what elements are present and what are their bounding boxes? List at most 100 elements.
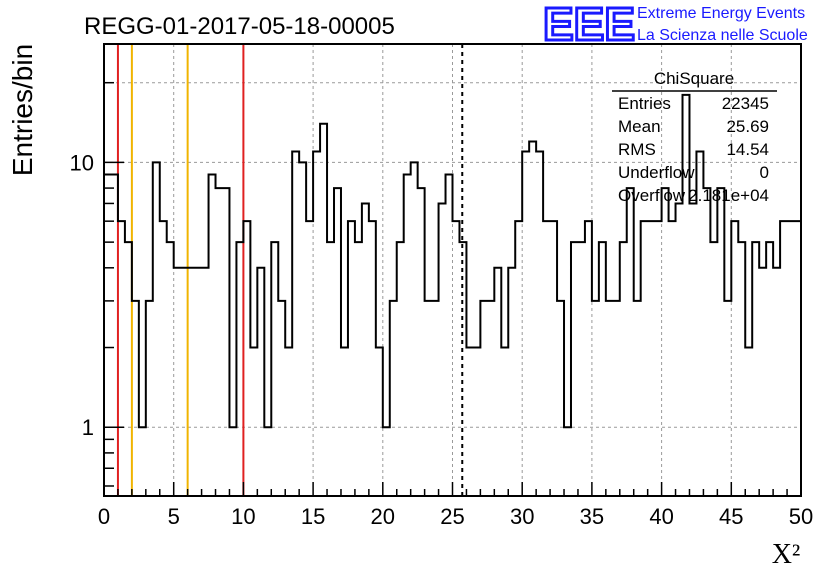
histogram-bin [669,220,676,222]
histogram-bin [327,241,334,243]
histogram-bin [648,220,655,222]
histogram-bin [613,300,620,302]
x-tick-label: 50 [789,504,813,529]
logo-mark: EEE [543,0,635,50]
histogram-bin [153,161,160,163]
histogram-bin [341,347,348,349]
stats-value: 0 [760,163,769,182]
x-tick-label: 15 [301,504,325,529]
histogram-bin [752,241,759,243]
histogram-bin [376,347,383,349]
x-tick-label: 25 [440,504,464,529]
histogram-bin [271,241,278,243]
stats-label: Overflow [618,186,686,205]
stats-value: 25.69 [726,117,769,136]
stats-label: Underflow [618,163,695,182]
histogram-bin [320,123,327,125]
histogram-bin [132,300,139,302]
histogram-bin [641,220,648,222]
histogram-bin [724,300,731,302]
histogram-bin [334,187,341,189]
histogram-bin [306,220,313,222]
histogram-bin [494,267,501,269]
x-tick-label: 45 [719,504,743,529]
histogram-bin [620,241,627,243]
histogram-bin [446,174,453,176]
axis-ticks: 0 5 10 15 20 25 30 35 40 45 50 1 10 [70,81,813,529]
histogram-bin [529,140,536,142]
stats-label: Mean [618,117,661,136]
histogram-bin [459,241,466,243]
grid-lines [104,44,801,496]
histogram-bin [738,241,745,243]
stats-box: ChiSquare Entries 22345 Mean 25.69 RMS 14.54 U… [612,69,777,205]
histogram-bin [571,241,578,243]
histogram-bin [299,161,306,163]
histogram-bin [773,267,780,269]
histogram-bin [501,347,508,349]
histogram-bin [278,300,285,302]
histogram-bin [432,300,439,302]
histogram-bin [466,347,473,349]
histogram-bin [202,267,209,269]
histogram-bin [285,347,292,349]
histogram-bin [745,347,752,349]
histogram-bin [439,202,446,204]
y-axis-label: Entries/bin [7,44,38,176]
histogram-bin [683,94,690,96]
histogram-bin [759,267,766,269]
histogram-bin [118,220,125,222]
histogram-bin [453,220,460,222]
histogram-bin [160,220,167,222]
histogram-bin [292,150,299,152]
histogram-bin [543,220,550,222]
eee-logo: EEE Extreme Energy Events La Scienza nel… [542,0,808,52]
x-tick-label: 5 [168,504,180,529]
histogram-bin [731,220,738,222]
y-tick-label: 10 [70,150,94,175]
x-axis-label: X² [772,539,801,570]
histogram-bin [209,174,216,176]
histogram-bin [487,300,494,302]
histogram-bin [383,426,390,428]
histogram-bin [780,220,787,222]
marker-lines [116,44,464,496]
histogram-bin [592,300,599,302]
histogram-bin [578,241,585,243]
histogram-bin [710,241,717,243]
logo-line-1: Extreme Energy Events [637,5,805,22]
x-tick-label: 0 [98,504,110,529]
histogram-bin [313,150,320,152]
histogram-bin [348,220,355,222]
histogram-bin [243,220,250,222]
histogram-bin [557,300,564,302]
histogram-bin [599,241,606,243]
histogram-bin [787,220,794,222]
histogram-bin [216,187,223,189]
histogram-bin [146,300,153,302]
histogram-bin [125,241,132,243]
chart-title: REGG-01-2017-05-18-00005 [84,13,395,40]
histogram-bin [188,267,195,269]
histogram-bin [362,202,369,204]
x-tick-label: 10 [231,504,255,529]
histogram-bin [480,300,487,302]
histogram-bin [515,220,522,222]
x-tick-label: 30 [510,504,534,529]
histogram-bin [766,241,773,243]
x-tick-label: 35 [580,504,604,529]
histogram-bin [634,300,641,302]
histogram-bin [550,220,557,222]
histogram-bin [174,267,181,269]
stats-value: 14.54 [726,140,769,159]
stats-label: RMS [618,140,656,159]
histogram-series [104,93,801,429]
histogram-bin [425,300,432,302]
histogram-bin [585,220,592,222]
stats-value: 2.181e+04 [688,186,769,205]
histogram-bin [404,174,411,176]
histogram-bin [222,187,229,189]
histogram-bin [229,426,236,428]
x-tick-label: 20 [371,504,395,529]
histogram-bin [606,300,613,302]
